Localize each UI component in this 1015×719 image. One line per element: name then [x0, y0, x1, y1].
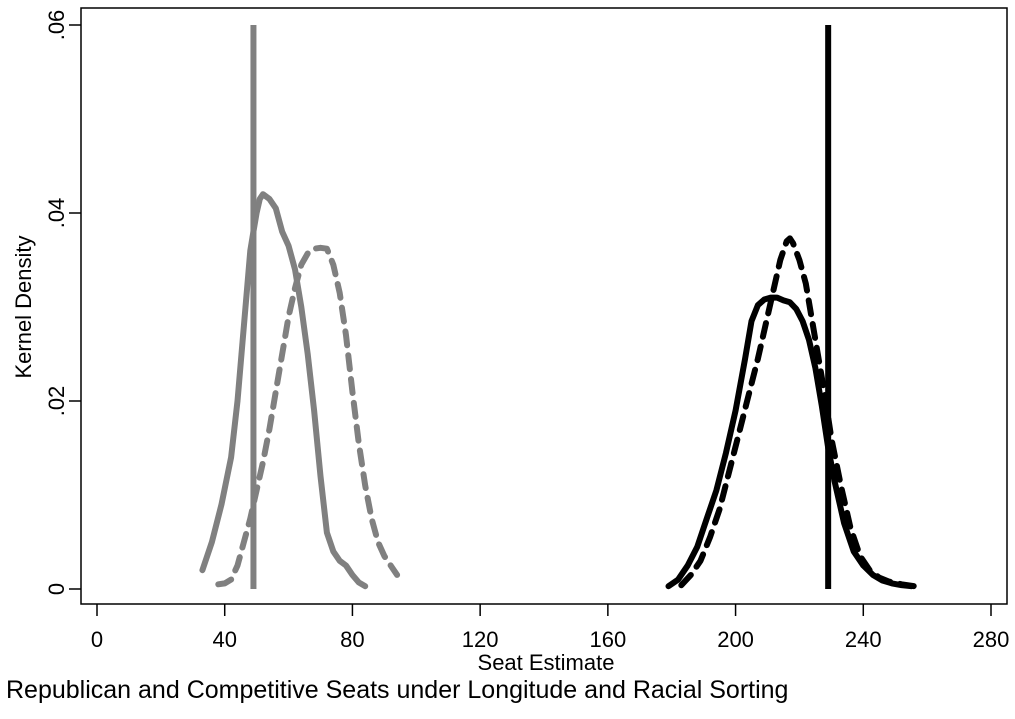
x-tick-label: 160 — [589, 627, 626, 652]
x-tick-label: 280 — [973, 627, 1010, 652]
y-tick-label: 0 — [44, 583, 69, 595]
x-tick-label: 40 — [212, 627, 236, 652]
x-tick-label: 200 — [717, 627, 754, 652]
density-series-line — [678, 235, 918, 590]
plot-frame — [80, 7, 1008, 605]
density-series-line — [215, 244, 401, 588]
y-tick-label: .04 — [44, 198, 69, 229]
figure-caption: Republican and Competitive Seats under L… — [6, 676, 789, 704]
x-tick-label: 0 — [91, 627, 103, 652]
x-tick-label: 240 — [845, 627, 882, 652]
y-axis-label: Kernel Density — [11, 235, 36, 378]
x-axis-label: Seat Estimate — [478, 650, 615, 675]
density-series-line — [199, 191, 369, 590]
x-tick-label: 120 — [462, 627, 499, 652]
chart-marks — [199, 25, 918, 590]
axes: 0 40 80 120 160 200 240 280 0 .02 .04 .06 — [44, 10, 1009, 652]
y-tick-label: .06 — [44, 10, 69, 41]
y-tick-label: .02 — [44, 386, 69, 417]
x-tick-label: 80 — [340, 627, 364, 652]
